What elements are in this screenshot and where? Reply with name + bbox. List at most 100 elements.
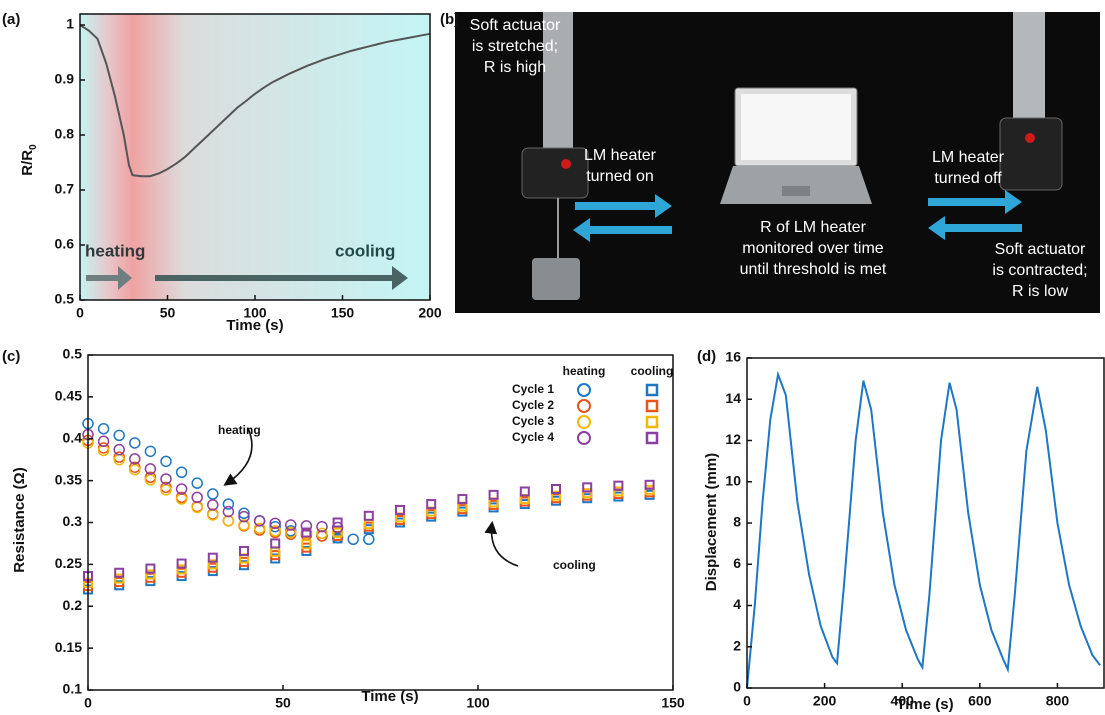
- panel-label: (a): [2, 11, 20, 28]
- cooling-marker: [519, 496, 530, 507]
- heating-marker: [97, 444, 110, 457]
- cooling-marker: [363, 524, 374, 535]
- plot-frame: [87, 354, 674, 691]
- heating-marker: [113, 429, 125, 442]
- photo-caption: Soft actuator: [995, 241, 1086, 258]
- cooling-marker: [363, 519, 374, 530]
- heating-marker: [269, 517, 281, 530]
- x-tick-label: 100: [243, 305, 267, 321]
- laptop-display: [741, 94, 851, 160]
- x-tick-label: 200: [813, 693, 837, 709]
- x-tick-label: 600: [968, 693, 992, 709]
- heating-marker: [160, 455, 172, 468]
- annotation: heating: [218, 423, 261, 437]
- heating-marker: [238, 519, 250, 531]
- data-line: [746, 370, 1101, 689]
- y-axis-title: Displacement (mm): [703, 453, 720, 591]
- cooling-marker: [395, 517, 405, 528]
- y-axis-title-text: R/R: [19, 150, 36, 176]
- heating-marker: [316, 520, 328, 533]
- photo-caption: turned on: [586, 168, 654, 185]
- annotation: heating: [85, 241, 145, 260]
- legend-cooling-swatch: [645, 399, 659, 413]
- heating-marker: [144, 474, 157, 486]
- x-tick-label: 800: [1046, 693, 1070, 709]
- cooling-marker: [582, 490, 593, 501]
- cooling-marker: [582, 493, 593, 504]
- cooling-marker: [644, 479, 655, 490]
- cooling-marker: [457, 506, 468, 517]
- right-actuator: [1013, 12, 1045, 122]
- panel-label: (d): [697, 348, 716, 365]
- heating-marker: [316, 527, 328, 540]
- laptop-touchpad: [782, 186, 810, 196]
- x-tick-label: 150: [661, 695, 685, 711]
- y-tick-label: 0.4: [63, 429, 83, 445]
- cooling-marker: [426, 499, 437, 510]
- y-axis-title: Resistance (Ω): [11, 467, 28, 572]
- cooling-marker: [114, 567, 125, 578]
- laptop-base: [720, 166, 872, 204]
- cooling-marker: [145, 569, 156, 580]
- cooling-marker: [332, 517, 343, 528]
- y-tick-label: 0.5: [55, 291, 75, 307]
- y-tick-label: 1: [66, 16, 74, 32]
- panel-b: [455, 12, 1100, 313]
- cooling-marker: [239, 545, 249, 556]
- cooling-marker: [613, 489, 624, 500]
- y-tick-label: 0.7: [55, 181, 75, 197]
- y-axis-title-text: Resistance (Ω): [11, 467, 28, 572]
- x-tick-label: 150: [331, 305, 355, 321]
- legend-label: Cycle 1: [512, 382, 554, 396]
- y-axis-title-sub: 0: [28, 144, 39, 150]
- y-tick-label: 10: [725, 472, 741, 488]
- cooling-marker: [207, 559, 218, 570]
- legend-header: heating: [563, 364, 606, 378]
- y-tick-label: 12: [725, 431, 741, 447]
- weight: [532, 258, 580, 300]
- cooling-marker: [301, 539, 312, 550]
- legend-cooling-swatch: [645, 431, 659, 445]
- heating-marker: [160, 484, 172, 496]
- heating-marker: [160, 473, 172, 485]
- y-tick-label: 0.8: [55, 126, 75, 142]
- cooling-marker: [363, 521, 374, 532]
- heating-marker: [129, 437, 141, 449]
- heating-marker: [207, 499, 219, 511]
- cooling-marker: [644, 484, 655, 495]
- panel-a-arrows: [86, 266, 408, 290]
- cooling-marker: [551, 490, 561, 501]
- cooling-marker: [551, 493, 561, 504]
- y-tick-label: 16: [725, 349, 741, 365]
- arrows: [573, 190, 1022, 242]
- left-actuator: [543, 12, 573, 162]
- right-marker: [1025, 133, 1035, 143]
- photo-caption: LM heater: [584, 147, 657, 164]
- left-clamp: [521, 147, 589, 199]
- heating-marker: [175, 483, 188, 495]
- cooling-marker: [426, 509, 437, 520]
- x-tick-label: 50: [160, 305, 176, 321]
- cooling-marker: [582, 488, 593, 499]
- cooling-marker: [613, 480, 624, 491]
- y-tick-label: 0.45: [55, 388, 82, 404]
- cooling-marker: [332, 527, 343, 538]
- panel-label: (c): [2, 348, 20, 365]
- heating-marker: [363, 533, 375, 545]
- heating-marker: [269, 525, 281, 537]
- cooling-marker: [551, 484, 561, 494]
- photo-caption: is contracted;: [992, 262, 1087, 279]
- heating-marker: [238, 507, 250, 520]
- legend-header: cooling: [631, 364, 674, 378]
- cooling-marker: [301, 527, 312, 538]
- y-tick-label: 0.25: [55, 555, 82, 571]
- y-tick-label: 0.35: [55, 471, 82, 487]
- cooling-marker: [145, 563, 156, 574]
- left-arrow: [928, 216, 1022, 240]
- heating-marker: [175, 466, 188, 478]
- cooling-marker: [270, 538, 281, 549]
- y-tick-label: 0.6: [55, 236, 75, 252]
- heating-marker: [222, 515, 235, 527]
- heating-marker: [207, 488, 219, 500]
